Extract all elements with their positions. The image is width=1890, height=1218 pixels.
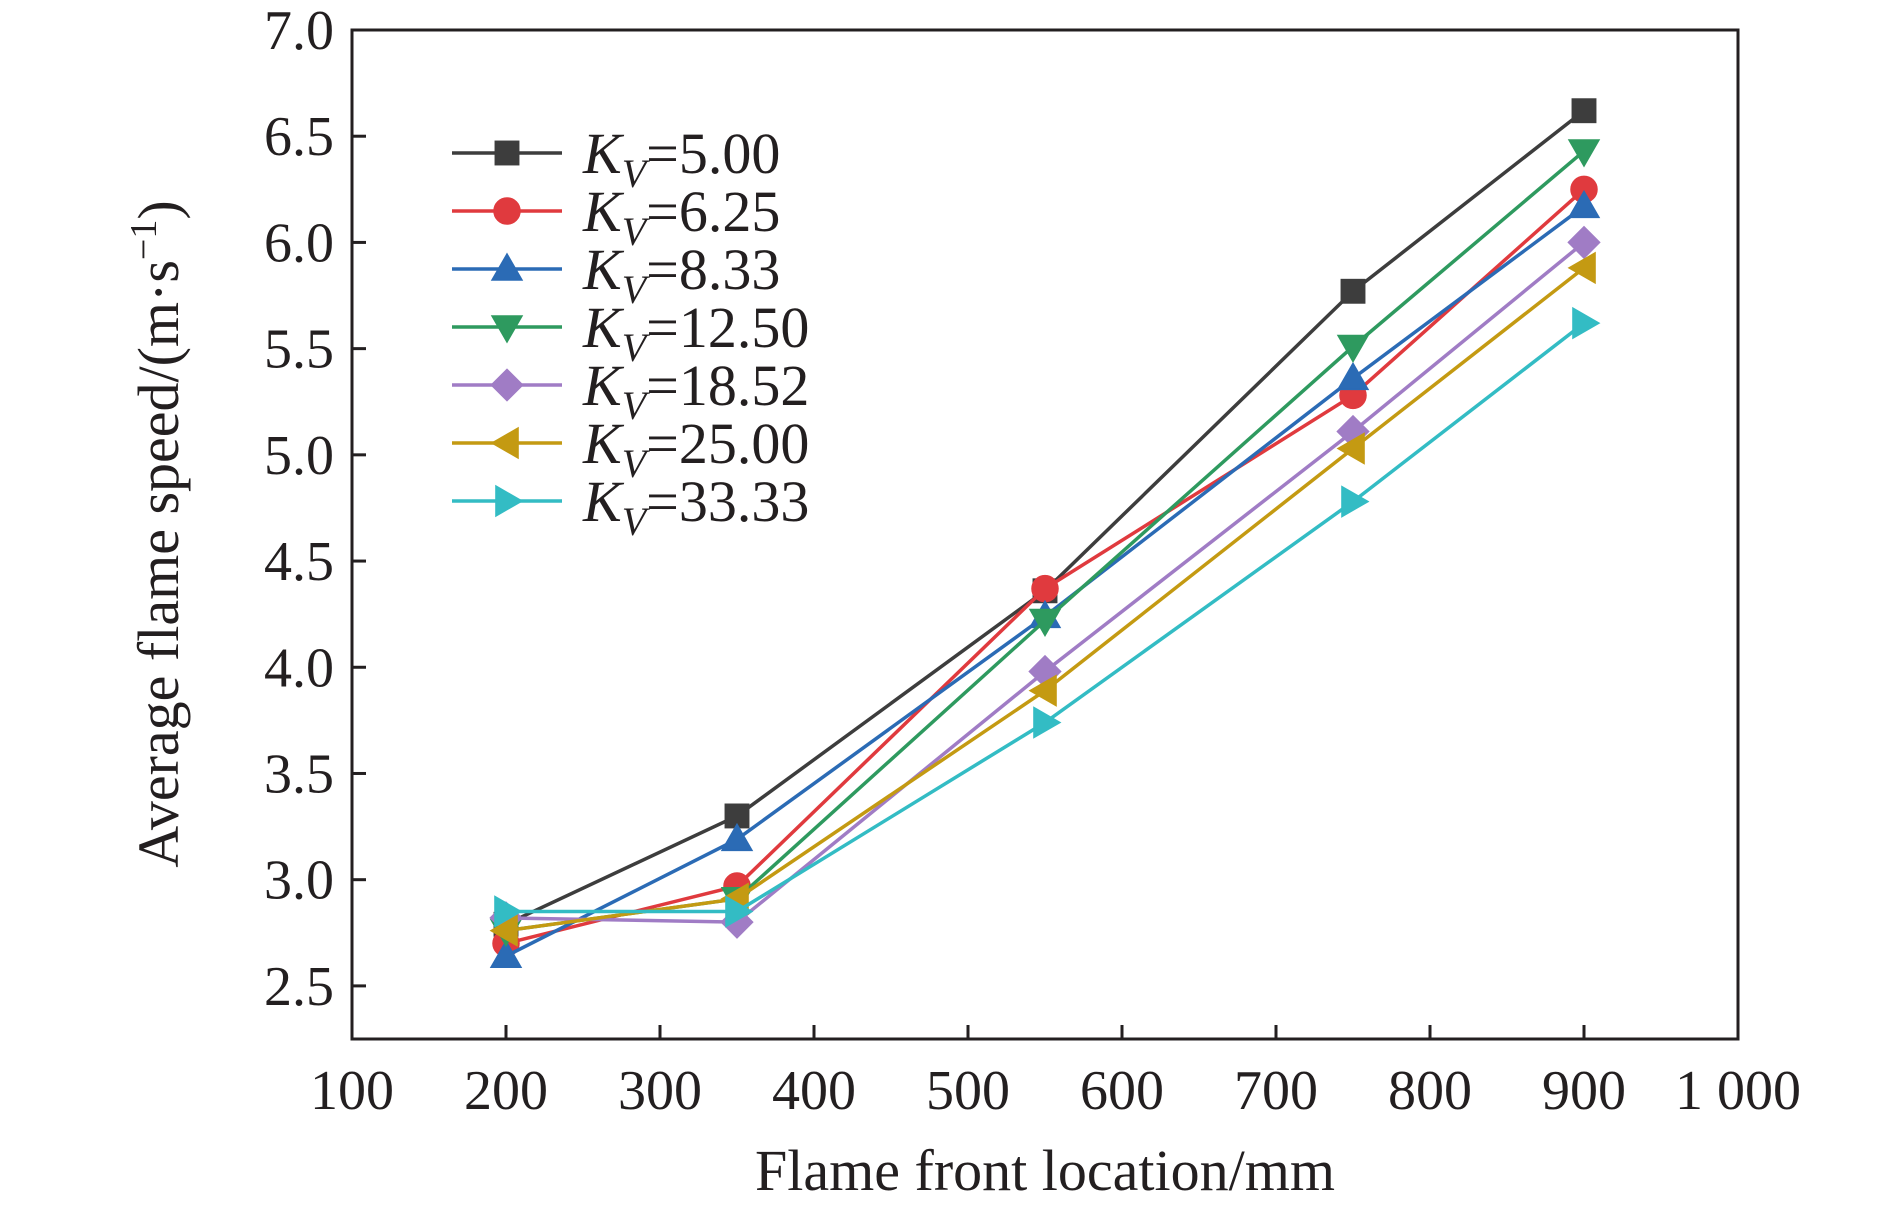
- y-tick-label: 3.0: [264, 850, 334, 912]
- legend-marker: [495, 484, 524, 518]
- x-tick-label: 100: [310, 1060, 394, 1122]
- legend-label: KV=33.33: [582, 469, 809, 544]
- legend-item: KV=6.25: [452, 179, 780, 254]
- x-tick-label: 1 000: [1675, 1060, 1801, 1122]
- series-25.00: [489, 251, 1596, 947]
- y-tick-label: 4.5: [264, 531, 334, 593]
- data-point: [494, 895, 523, 928]
- legend-item: KV=25.00: [452, 411, 809, 486]
- y-tick-label: 6.5: [264, 106, 334, 168]
- data-point: [1341, 485, 1370, 518]
- data-point: [1028, 608, 1062, 637]
- x-tick-label: 500: [926, 1060, 1010, 1122]
- data-point: [489, 914, 518, 947]
- data-point: [1031, 574, 1059, 603]
- y-tick-label: 2.5: [264, 956, 334, 1018]
- legend-item: KV=12.50: [452, 295, 809, 370]
- legend-label: KV=18.52: [582, 353, 809, 428]
- data-point: [1340, 278, 1366, 304]
- data-point: [1336, 334, 1370, 363]
- legend-label: KV=5.00: [582, 121, 780, 196]
- legend-marker: [493, 197, 521, 225]
- x-tick-label: 300: [618, 1060, 702, 1122]
- data-point: [725, 895, 754, 928]
- y-axis-title-close: ): [126, 200, 191, 219]
- data-point: [1336, 361, 1370, 391]
- data-point: [1567, 225, 1601, 260]
- y-axis-title-main: Average flame speed/(m·s: [126, 260, 191, 868]
- x-tick-label: 800: [1388, 1060, 1472, 1122]
- x-tick-label: 400: [772, 1060, 856, 1122]
- data-point: [720, 822, 754, 852]
- legend-label: KV=25.00: [582, 411, 809, 486]
- y-tick-label: 5.5: [264, 319, 334, 381]
- x-tick-label: 900: [1542, 1060, 1626, 1122]
- data-point: [1567, 189, 1601, 219]
- data-point: [1033, 706, 1062, 739]
- x-axis: 100 200 300 400 500 600 700 800 900 1 000: [310, 1025, 1801, 1122]
- y-tick-label: 7.0: [264, 0, 334, 62]
- legend-label: KV=12.50: [582, 295, 809, 370]
- x-tick-label: 200: [464, 1060, 548, 1122]
- data-point: [1572, 306, 1601, 340]
- y-axis-title-superscript: −1: [123, 220, 165, 260]
- legend-item: KV=5.00: [452, 121, 780, 196]
- x-tick-label: 600: [1080, 1060, 1164, 1122]
- data-point: [1571, 98, 1597, 124]
- series-33.33: [494, 306, 1601, 928]
- x-tick-label: 700: [1234, 1060, 1318, 1122]
- y-tick-label: 6.0: [264, 212, 334, 274]
- legend: KV=5.00KV=6.25KV=8.33KV=12.50KV=18.52KV=…: [452, 121, 809, 544]
- legend-item: KV=8.33: [452, 237, 780, 312]
- legend-label: KV=8.33: [582, 237, 780, 312]
- y-axis: 2.5 3.0 3.5 4.0 4.5 5.0 5.5 6.0 6.5 7.0: [264, 0, 366, 1018]
- data-point: [1336, 432, 1365, 465]
- legend-item: KV=33.33: [452, 469, 809, 544]
- legend-marker: [494, 140, 520, 166]
- legend-label: KV=6.25: [582, 179, 780, 254]
- y-tick-label: 4.0: [264, 637, 334, 699]
- plot-frame: [350, 28, 1740, 1041]
- legend-marker: [490, 315, 524, 344]
- y-axis-title: Average flame speed/(m·s−1): [123, 200, 191, 867]
- y-tick-label: 5.0: [264, 425, 334, 487]
- legend-marker: [490, 252, 524, 281]
- legend-marker: [490, 426, 519, 460]
- series-layer: [489, 98, 1601, 968]
- y-tick-label: 3.5: [264, 743, 334, 805]
- legend-marker: [490, 368, 524, 402]
- data-point: [489, 939, 523, 968]
- data-point: [1028, 674, 1057, 707]
- data-point: [1567, 139, 1601, 168]
- x-axis-title: Flame front location/mm: [755, 1138, 1335, 1203]
- legend-item: KV=18.52: [452, 353, 809, 428]
- data-point: [1567, 251, 1596, 285]
